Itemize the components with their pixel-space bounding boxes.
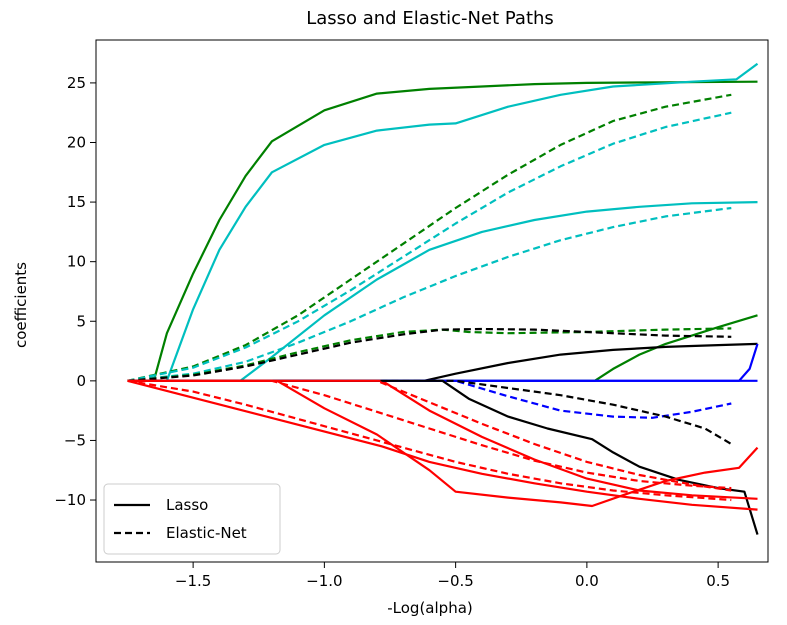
- lasso-path-line: [127, 314, 758, 382]
- y-tick-label: 15: [67, 193, 86, 211]
- series-layer: [127, 62, 759, 535]
- y-tick-label: −5: [64, 431, 86, 449]
- lasso-path-line: [127, 62, 759, 382]
- elastic-net-path-line: [127, 379, 732, 492]
- y-tick-label: 5: [76, 312, 86, 330]
- x-tick-label: −1.0: [306, 572, 342, 590]
- plot-frame: [95, 39, 769, 563]
- lasso-path-line: [127, 343, 759, 382]
- legend: Lasso Elastic-Net: [103, 483, 281, 555]
- y-tick-label: 10: [67, 253, 86, 271]
- elastic-net-path-line: [127, 379, 732, 502]
- x-tick-label: −0.5: [437, 572, 473, 590]
- lasso-path-line: [127, 80, 758, 382]
- legend-label: Elastic-Net: [166, 524, 247, 542]
- axes: −1.5 −1.0 −0.5 0.0 0.5 −10 −5 0 5 10 15 20 25: [54, 39, 769, 590]
- elastic-net-path-line: [127, 93, 732, 382]
- lasso-path-line: [127, 379, 759, 535]
- lasso-path-line: [127, 379, 758, 511]
- y-tick-label: 0: [76, 372, 86, 390]
- x-tick-label: −1.5: [175, 572, 211, 590]
- legend-label: Lasso: [166, 496, 208, 514]
- elastic-net-path-line: [127, 111, 732, 382]
- elastic-net-path-line: [127, 379, 732, 490]
- lasso-path-line: [127, 201, 758, 382]
- elastic-net-path-line: [127, 206, 732, 382]
- elastic-net-path-line: [127, 379, 732, 419]
- lasso-path-line: [127, 379, 758, 500]
- x-tick-label: 0.0: [575, 572, 599, 590]
- legend-box: [103, 483, 281, 555]
- elastic-net-path-line: [127, 379, 732, 445]
- chart-title: Lasso and Elastic-Net Paths: [306, 8, 554, 29]
- lasso-path-line: [127, 342, 758, 382]
- y-tick-label: 20: [67, 133, 86, 151]
- y-tick-label: 25: [67, 74, 86, 92]
- elastic-net-path-line: [127, 327, 732, 382]
- y-tick-label: −10: [54, 491, 86, 509]
- x-tick-label: 0.5: [706, 572, 730, 590]
- lasso-path-line: [127, 379, 759, 508]
- x-axis-label: -Log(alpha): [387, 599, 473, 617]
- y-axis-label: coefficients: [12, 262, 30, 348]
